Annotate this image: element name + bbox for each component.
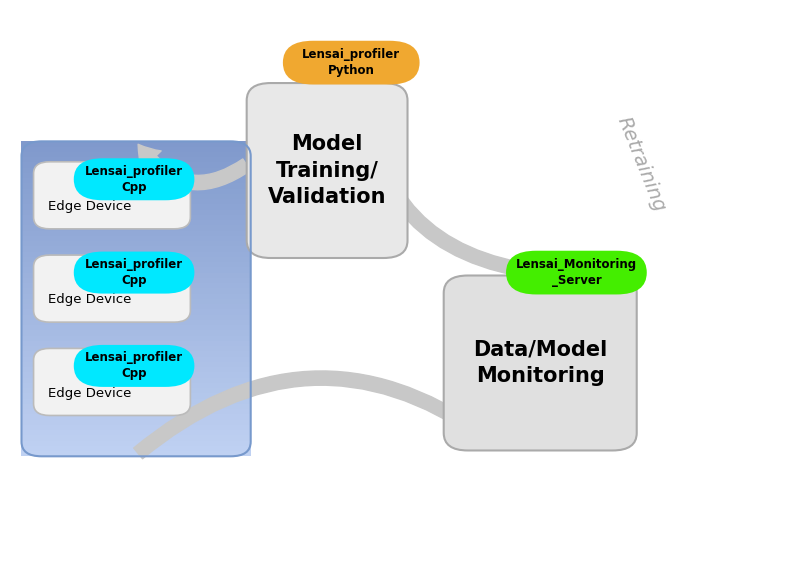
- Bar: [22, 172, 251, 178]
- Bar: [22, 225, 251, 231]
- Bar: [22, 398, 251, 404]
- Text: Lensai_profiler
Python: Lensai_profiler Python: [302, 48, 400, 77]
- Text: Lensai_profiler
Cpp: Lensai_profiler Cpp: [85, 165, 183, 194]
- Bar: [22, 451, 251, 456]
- Bar: [22, 293, 251, 299]
- Bar: [22, 366, 251, 372]
- FancyArrowPatch shape: [138, 144, 251, 190]
- Bar: [22, 361, 251, 367]
- Bar: [22, 419, 251, 425]
- Text: Data/Model
Monitoring: Data/Model Monitoring: [473, 340, 608, 386]
- Bar: [22, 251, 251, 257]
- FancyBboxPatch shape: [247, 83, 408, 258]
- Bar: [22, 240, 251, 246]
- FancyBboxPatch shape: [73, 251, 194, 294]
- Text: Lensai_profiler
Cpp: Lensai_profiler Cpp: [85, 352, 183, 380]
- Bar: [22, 230, 251, 236]
- Bar: [22, 393, 251, 398]
- Bar: [22, 325, 251, 331]
- Bar: [22, 445, 251, 451]
- Bar: [22, 183, 251, 189]
- Text: Lensai_Monitoring
_Server: Lensai_Monitoring _Server: [516, 258, 637, 287]
- Bar: [22, 267, 251, 272]
- Bar: [22, 377, 251, 383]
- Bar: [22, 146, 251, 152]
- Bar: [22, 209, 251, 215]
- FancyArrowPatch shape: [360, 71, 540, 283]
- Bar: [22, 156, 251, 162]
- FancyBboxPatch shape: [506, 251, 646, 294]
- Bar: [22, 435, 251, 441]
- FancyBboxPatch shape: [34, 255, 190, 322]
- Bar: [22, 235, 251, 241]
- Bar: [22, 319, 251, 325]
- Bar: [22, 220, 251, 226]
- Bar: [22, 298, 251, 304]
- FancyBboxPatch shape: [444, 275, 637, 451]
- Bar: [22, 335, 251, 341]
- FancyBboxPatch shape: [34, 162, 190, 229]
- FancyBboxPatch shape: [34, 349, 190, 415]
- Bar: [22, 309, 251, 315]
- Bar: [22, 199, 251, 205]
- Bar: [22, 188, 251, 194]
- Bar: [22, 346, 251, 352]
- Bar: [22, 256, 251, 262]
- Bar: [22, 167, 251, 173]
- Bar: [22, 314, 251, 320]
- Bar: [22, 282, 251, 288]
- Bar: [22, 288, 251, 294]
- Bar: [22, 387, 251, 393]
- Bar: [22, 340, 251, 346]
- Text: Edge Device: Edge Device: [48, 200, 132, 213]
- Bar: [22, 403, 251, 409]
- Bar: [22, 141, 251, 146]
- Bar: [22, 246, 251, 251]
- Bar: [22, 382, 251, 388]
- Text: Edge Device: Edge Device: [48, 294, 132, 306]
- Bar: [22, 162, 251, 168]
- Bar: [22, 430, 251, 435]
- Bar: [22, 214, 251, 220]
- Bar: [22, 351, 251, 356]
- Bar: [22, 372, 251, 377]
- FancyBboxPatch shape: [73, 345, 194, 387]
- Bar: [22, 272, 251, 278]
- Bar: [22, 440, 251, 446]
- FancyBboxPatch shape: [283, 41, 420, 84]
- Bar: [22, 330, 251, 336]
- Text: Retraining: Retraining: [613, 114, 668, 215]
- Bar: [22, 193, 251, 199]
- Bar: [22, 261, 251, 267]
- Bar: [22, 356, 251, 362]
- Text: Model
Training/
Validation: Model Training/ Validation: [268, 134, 387, 207]
- Bar: [22, 304, 251, 309]
- FancyBboxPatch shape: [73, 158, 194, 200]
- FancyArrowPatch shape: [134, 371, 500, 459]
- Text: Edge Device: Edge Device: [48, 387, 132, 400]
- Bar: [22, 204, 251, 210]
- Bar: [22, 424, 251, 430]
- Text: Lensai_profiler
Cpp: Lensai_profiler Cpp: [85, 258, 183, 287]
- Bar: [22, 151, 251, 157]
- Bar: [22, 277, 251, 283]
- Bar: [22, 178, 251, 183]
- Bar: [22, 414, 251, 420]
- Bar: [22, 408, 251, 414]
